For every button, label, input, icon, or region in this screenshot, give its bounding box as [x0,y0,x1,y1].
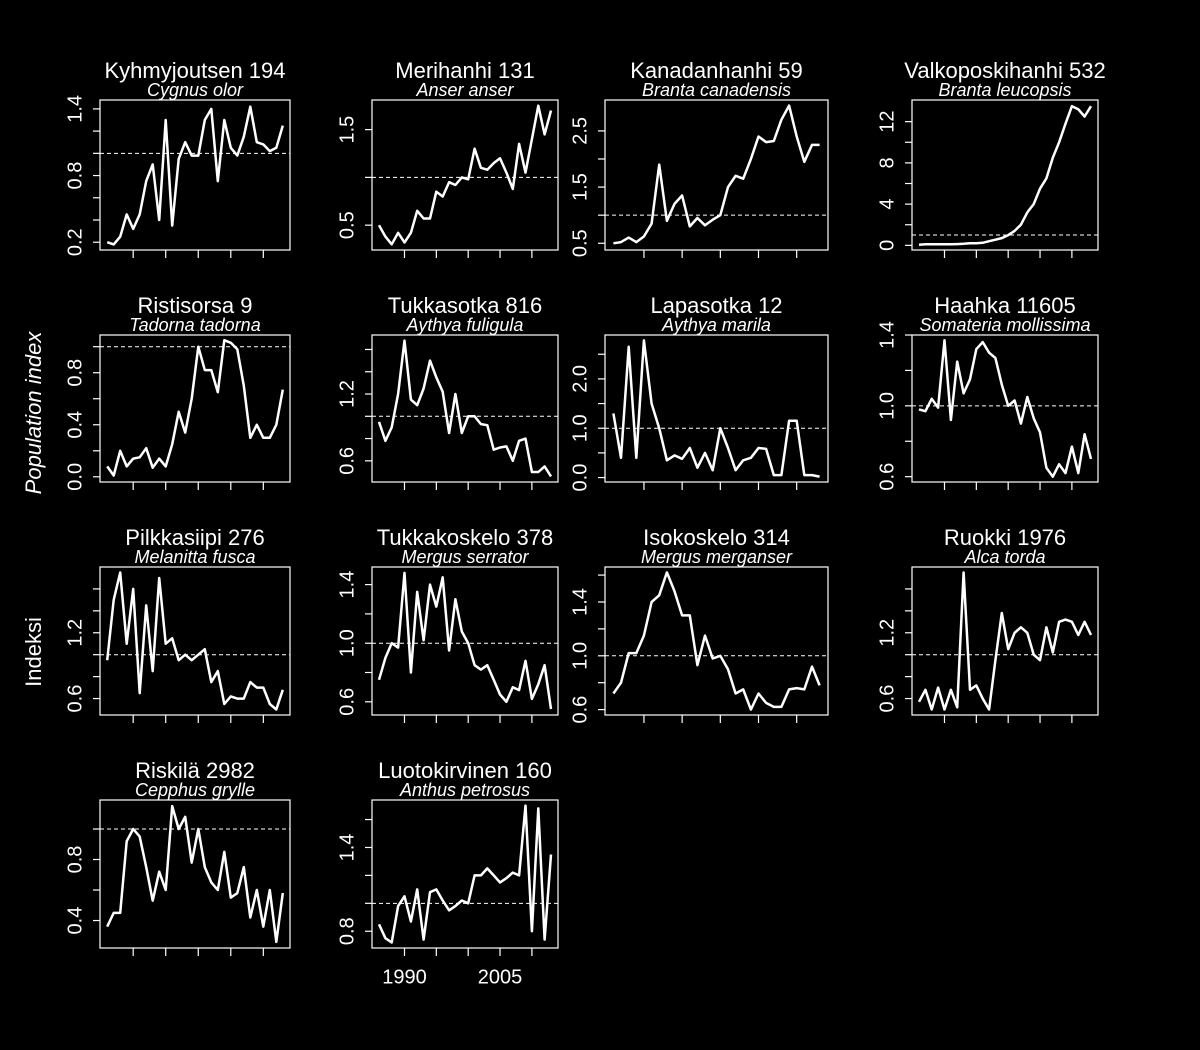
y-tick-label: 8 [876,157,898,168]
series-line [377,104,553,246]
panel-subtitle: Alca torda [963,547,1045,567]
y-tick-label: 1.2 [876,619,898,647]
plot-frame [911,334,1099,483]
panel-title: Riskilä 2982 [135,758,255,783]
y-tick-label: 0.6 [569,696,591,724]
panel-subtitle: Melanitta fusca [134,547,255,567]
series-line [377,571,553,710]
panel-title: Pilkkasiipi 276 [125,525,264,550]
plot-frame [99,334,291,483]
y-tick-label: 4 [876,199,898,210]
y-tick-label: 1.0 [336,629,358,657]
y-tick-label: 1.5 [336,116,358,144]
y-tick-label: 0.6 [876,685,898,713]
panel-title: Isokoskelo 314 [643,525,790,550]
y-tick-label: 1.2 [336,380,358,408]
series-line [918,339,1093,478]
y-tick-label: 1.0 [569,414,591,442]
plot-frame [371,334,559,483]
series-line [106,338,285,477]
plot-frame [99,566,291,716]
y-tick-label: 0.6 [336,688,358,716]
panel-subtitle: Branta leucopsis [938,80,1071,100]
plot-frame [371,99,559,251]
panel-subtitle: Aythya fuligula [406,315,524,335]
series-line [917,571,1093,711]
panel-title: Lapasotka 12 [650,293,782,318]
plot-frame [604,334,829,483]
y-tick-label: 0.8 [64,162,86,190]
y-tick-label: 1.2 [64,619,86,647]
panel-title: Kanadanhanhi 59 [630,58,803,83]
y-axis-label-fi: Indeksi [21,617,46,687]
y-tick-label: 2.0 [569,365,591,393]
panel-subtitle: Cygnus olor [147,80,244,100]
y-tick-label: 0.6 [876,463,898,491]
y-tick-label: 2.5 [569,117,591,145]
plot-frame [911,566,1099,716]
panel-title: Kyhmyjoutsen 194 [105,58,286,83]
y-tick-label: 0 [876,240,898,251]
y-tick-label: 1.4 [64,95,86,123]
panel-title: Tukkasotka 816 [388,293,543,318]
plot-frame [99,799,291,949]
x-tick-label: 1990 [382,966,427,988]
y-tick-label: 12 [876,111,898,133]
panel-subtitle: Somateria mollissima [919,315,1090,335]
panel-subtitle: Anser anser [415,80,514,100]
panel-subtitle: Anthus petrosus [399,780,530,800]
y-tick-label: 0.5 [569,229,591,257]
plot-frame [604,99,829,251]
panel-subtitle: Mergus serrator [401,547,529,567]
series-line [106,804,285,944]
y-axis-label: Population index [21,331,46,495]
plot-frame [604,566,829,716]
panel-subtitle: Tadorna tadorna [129,315,260,335]
y-tick-label: 1.4 [336,834,358,862]
plot-frame [371,799,559,949]
series-line [918,104,1093,247]
series-line [105,571,284,711]
y-tick-label: 1.4 [876,321,898,349]
panel-title: Ruokki 1976 [944,525,1066,550]
y-tick-label: 0.8 [336,917,358,945]
y-tick-label: 0.4 [64,411,86,439]
y-tick-label: 1.4 [336,571,358,599]
series-line [613,104,820,245]
panel-title: Haahka 11605 [934,293,1076,318]
y-tick-label: 0.0 [64,463,86,491]
y-tick-label: 1.4 [569,588,591,616]
plot-frame [371,566,559,716]
y-tick-label: 0.2 [64,228,86,256]
y-tick-label: 1.5 [569,173,591,201]
series-line [612,571,821,711]
y-tick-label: 0.4 [64,907,86,935]
panel-title: Merihanhi 131 [395,58,534,83]
series-line [377,804,553,944]
panel-subtitle: Mergus merganser [641,547,793,567]
panel-subtitle: Aythya marila [661,315,771,335]
panel-title: Valkoposkihanhi 532 [904,58,1105,83]
y-tick-label: 0.5 [336,211,358,239]
series-line [612,339,820,478]
series-line [377,339,553,478]
x-tick-label: 2005 [478,966,523,988]
plot-frame [911,99,1099,251]
series-line [106,105,284,246]
panel-title: Ristisorsa 9 [138,293,253,318]
panel-subtitle: Branta canadensis [642,80,791,100]
y-tick-label: 1.0 [876,392,898,420]
y-tick-label: 0.6 [64,685,86,713]
y-tick-label: 0.6 [336,447,358,475]
panel-subtitle: Cepphus grylle [135,780,255,800]
y-tick-label: 0.0 [569,464,591,492]
y-tick-label: 0.8 [64,359,86,387]
panel-title: Luotokirvinen 160 [378,758,552,783]
y-tick-label: 0.8 [64,846,86,874]
panel-title: Tukkakoskelo 378 [377,525,554,550]
y-tick-label: 1.0 [569,642,591,670]
